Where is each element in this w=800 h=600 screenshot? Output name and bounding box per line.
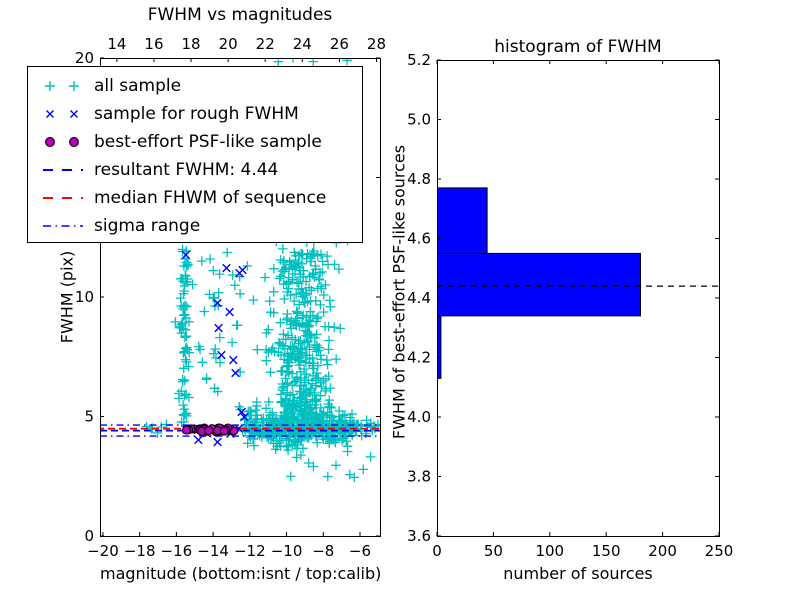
svg-text:−10: −10 xyxy=(271,542,303,560)
svg-text:5.0: 5.0 xyxy=(407,111,431,129)
svg-text:4.6: 4.6 xyxy=(407,230,431,248)
legend-item-label: sample for rough FWHM xyxy=(94,104,299,124)
svg-text:5.2: 5.2 xyxy=(407,51,431,69)
plus-legend-marker-icon xyxy=(41,77,85,95)
svg-text:4.4: 4.4 xyxy=(407,289,431,307)
svg-text:18: 18 xyxy=(181,35,200,53)
x-legend-marker-icon xyxy=(41,105,85,123)
svg-text:3.8: 3.8 xyxy=(407,468,431,486)
scatter-xaxis-label: magnitude (bottom:isnt / top:calib) xyxy=(100,564,382,583)
hist-bar xyxy=(437,187,488,254)
svg-text:4.2: 4.2 xyxy=(407,349,431,367)
svg-text:50: 50 xyxy=(484,542,503,560)
svg-text:0: 0 xyxy=(84,527,94,545)
svg-text:4.8: 4.8 xyxy=(407,170,431,188)
dashdot-legend-marker-icon xyxy=(41,217,85,235)
svg-text:16: 16 xyxy=(144,35,163,53)
svg-text:26: 26 xyxy=(330,35,349,53)
legend-item-1: sample for rough FWHM xyxy=(28,100,362,128)
svg-text:24: 24 xyxy=(293,35,312,53)
circle-legend-marker-icon xyxy=(41,133,85,151)
histogram-title: histogram of FWHM xyxy=(494,37,662,57)
scatter-yaxis-label: FWHM (pix) xyxy=(57,250,77,344)
svg-text:20: 20 xyxy=(75,49,94,67)
svg-text:20: 20 xyxy=(219,35,238,53)
psf-sample-points xyxy=(181,423,239,437)
svg-text:22: 22 xyxy=(256,35,275,53)
svg-text:28: 28 xyxy=(367,35,386,53)
legend-item-label: all sample xyxy=(94,76,182,96)
svg-text:150: 150 xyxy=(592,542,621,560)
hist-bar xyxy=(437,252,641,317)
svg-text:5: 5 xyxy=(84,408,94,426)
legend-item-0: all sample xyxy=(28,72,362,100)
legend-item-2: best-effort PSF-like sample xyxy=(28,128,362,156)
svg-text:14: 14 xyxy=(107,35,126,53)
svg-text:3.6: 3.6 xyxy=(407,527,431,545)
histogram-plot-area xyxy=(437,187,719,379)
histogram-xaxis-label: number of sources xyxy=(503,564,653,583)
svg-text:−20: −20 xyxy=(87,542,119,560)
svg-text:−14: −14 xyxy=(197,542,229,560)
svg-text:200: 200 xyxy=(648,542,677,560)
legend-item-label: median FHWM of sequence xyxy=(94,188,327,208)
hist-bar xyxy=(437,315,442,379)
dashed-legend-marker-icon xyxy=(41,161,85,179)
svg-text:−8: −8 xyxy=(312,542,334,560)
legend-box: all sample sample for rough FWHM best-effo… xyxy=(27,66,363,243)
legend-item-label: sigma range xyxy=(94,216,201,236)
dashed-legend-marker-icon xyxy=(41,189,85,207)
scatter-plot-area xyxy=(100,58,380,483)
svg-text:250: 250 xyxy=(705,542,734,560)
legend-item-label: resultant FWHM: 4.44 xyxy=(94,160,279,180)
legend-item-4: median FHWM of sequence xyxy=(28,184,362,212)
svg-text:4.0: 4.0 xyxy=(407,408,431,426)
histogram-yaxis-label: FWHM of best-effort PSF-like sources xyxy=(389,144,409,440)
svg-text:−16: −16 xyxy=(161,542,193,560)
svg-text:−18: −18 xyxy=(124,542,156,560)
legend-item-5: sigma range xyxy=(28,212,362,240)
legend-item-label: best-effort PSF-like sample xyxy=(94,132,322,152)
histogram-axes: 0 50 100 150 200 250 3.6 3.8 4.0 4.2 4.4 4.6 4.8 5.0 5… xyxy=(407,51,733,560)
legend-item-3: resultant FWHM: 4.44 xyxy=(28,156,362,184)
scatter-title: FWHM vs magnitudes xyxy=(147,5,333,25)
svg-text:10: 10 xyxy=(75,288,94,306)
svg-text:−12: −12 xyxy=(234,542,266,560)
svg-text:100: 100 xyxy=(535,542,564,560)
svg-text:0: 0 xyxy=(432,542,442,560)
svg-text:−6: −6 xyxy=(349,542,371,560)
